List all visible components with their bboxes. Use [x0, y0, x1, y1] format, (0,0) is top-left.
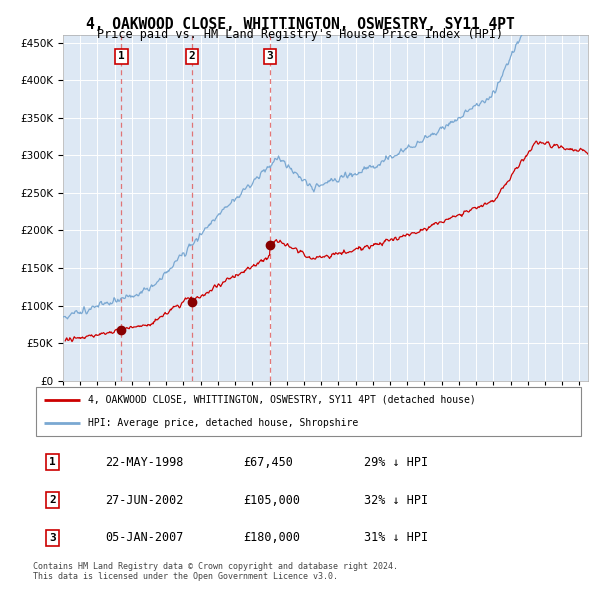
Text: 32% ↓ HPI: 32% ↓ HPI: [364, 493, 428, 507]
Text: HPI: Average price, detached house, Shropshire: HPI: Average price, detached house, Shro…: [88, 418, 358, 428]
Text: 2: 2: [49, 495, 56, 505]
Text: 4, OAKWOOD CLOSE, WHITTINGTON, OSWESTRY, SY11 4PT: 4, OAKWOOD CLOSE, WHITTINGTON, OSWESTRY,…: [86, 17, 514, 31]
Text: 31% ↓ HPI: 31% ↓ HPI: [364, 532, 428, 545]
FancyBboxPatch shape: [36, 388, 581, 435]
Text: £67,450: £67,450: [243, 455, 293, 468]
Text: 29% ↓ HPI: 29% ↓ HPI: [364, 455, 428, 468]
Text: 1: 1: [118, 51, 125, 61]
Text: 05-JAN-2007: 05-JAN-2007: [105, 532, 183, 545]
Text: 22-MAY-1998: 22-MAY-1998: [105, 455, 183, 468]
Text: Price paid vs. HM Land Registry's House Price Index (HPI): Price paid vs. HM Land Registry's House …: [97, 28, 503, 41]
Text: £180,000: £180,000: [243, 532, 300, 545]
Text: 27-JUN-2002: 27-JUN-2002: [105, 493, 183, 507]
Text: 2: 2: [188, 51, 196, 61]
Text: 3: 3: [49, 533, 56, 543]
Text: 1: 1: [49, 457, 56, 467]
Text: 4, OAKWOOD CLOSE, WHITTINGTON, OSWESTRY, SY11 4PT (detached house): 4, OAKWOOD CLOSE, WHITTINGTON, OSWESTRY,…: [88, 395, 476, 405]
Text: Contains HM Land Registry data © Crown copyright and database right 2024.
This d: Contains HM Land Registry data © Crown c…: [33, 562, 398, 581]
Text: £105,000: £105,000: [243, 493, 300, 507]
Text: 3: 3: [266, 51, 273, 61]
